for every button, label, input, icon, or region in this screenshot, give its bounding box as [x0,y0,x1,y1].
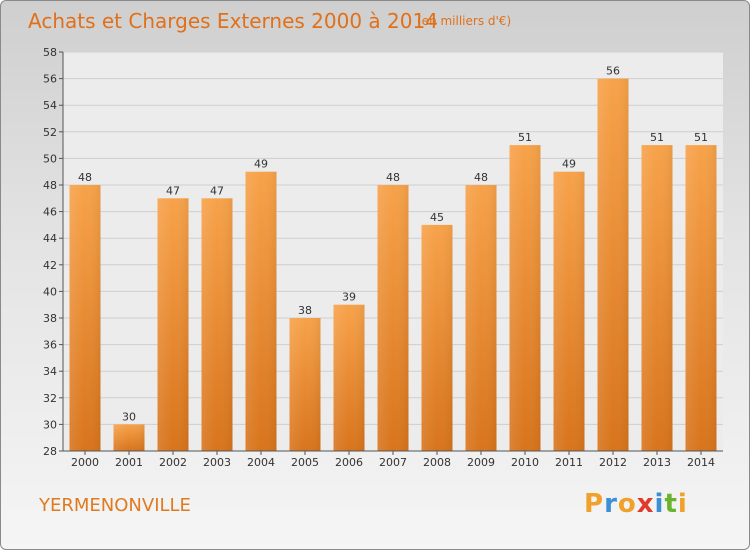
bar-shine [245,171,277,451]
bar-shine [333,304,365,451]
x-tick-label: 2011 [555,456,583,469]
x-tick-label: 2005 [291,456,319,469]
chart-title: Achats et Charges Externes 2000 à 2014 [28,9,438,33]
logo-letter: o [617,489,637,519]
x-tick-label: 2009 [467,456,495,469]
data-label: 47 [166,184,180,197]
bar-shine [641,145,673,451]
bar-shine [201,198,233,451]
x-tick-label: 2014 [687,456,715,469]
x-tick-label: 2007 [379,456,407,469]
x-tick-label: 2013 [643,456,671,469]
bar-shine [377,185,409,451]
data-label: 48 [474,171,488,184]
y-tick-label: 58 [43,46,57,59]
y-tick-label: 56 [43,73,57,86]
logo-letter: t [664,489,678,519]
y-tick-label: 50 [43,152,57,165]
data-label: 45 [430,211,444,224]
x-tick-label: 2004 [247,456,275,469]
y-tick-label: 34 [43,365,57,378]
data-label: 51 [694,131,708,144]
bar-shine [685,145,717,451]
logo-letter: i [677,489,688,519]
logo-letter: i [654,489,665,519]
data-label: 47 [210,184,224,197]
x-tick-label: 2012 [599,456,627,469]
data-label: 30 [122,410,136,423]
x-tick-label: 2010 [511,456,539,469]
data-label: 49 [562,158,576,171]
data-label: 51 [518,131,532,144]
y-tick-label: 38 [43,312,57,325]
proxiti-logo: Proxiti [584,489,688,519]
y-tick-label: 36 [43,339,57,352]
y-tick-label: 46 [43,206,57,219]
logo-letter: P [584,489,605,519]
y-tick-label: 28 [43,445,57,458]
bar-shine [509,145,541,451]
data-label: 49 [254,158,268,171]
data-label: 56 [606,65,620,78]
y-tick-label: 42 [43,259,57,272]
bar-shine [69,185,101,451]
y-tick-label: 48 [43,179,57,192]
y-tick-label: 52 [43,126,57,139]
bar-shine [157,198,189,451]
y-tick-label: 40 [43,285,57,298]
x-tick-label: 2008 [423,456,451,469]
bar-shine [597,78,629,451]
bar-shine [289,318,321,451]
x-tick-label: 2002 [159,456,187,469]
data-label: 48 [78,171,92,184]
bar-shine [113,424,145,451]
x-tick-label: 2001 [115,456,143,469]
logo-letter: x [636,489,655,519]
chart-subtitle: (en milliers d'€) [417,14,512,28]
y-tick-label: 32 [43,392,57,405]
logo-letter: r [604,489,618,519]
bar-shine [553,171,585,451]
y-tick-label: 54 [43,99,57,112]
data-label: 39 [342,291,356,304]
data-label: 38 [298,304,312,317]
x-tick-label: 2006 [335,456,363,469]
y-tick-label: 44 [43,232,57,245]
data-label: 48 [386,171,400,184]
x-tick-label: 2000 [71,456,99,469]
bar-shine [421,224,453,451]
data-label: 51 [650,131,664,144]
commune-name: YERMENONVILLE [39,495,191,516]
x-tick-label: 2003 [203,456,231,469]
bar-shine [465,185,497,451]
y-tick-label: 30 [43,418,57,431]
